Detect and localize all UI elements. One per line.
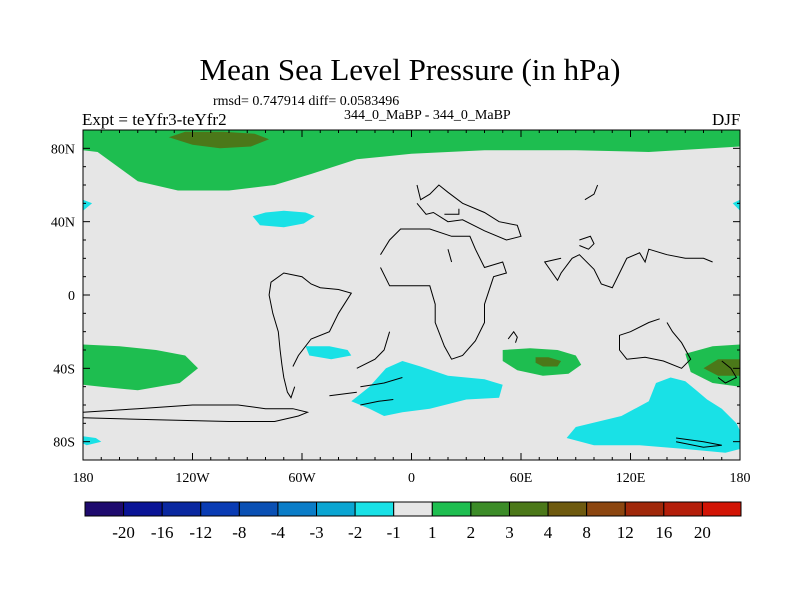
- colorbar-label-2: -16: [151, 523, 174, 542]
- colorbar-label-12: 4: [544, 523, 553, 542]
- y-tick-label-1: 80N: [51, 142, 75, 157]
- colorbar-swatch-10: [431, 501, 472, 517]
- coastline-3: [356, 331, 391, 369]
- colorbar-swatch-7: [316, 501, 356, 517]
- contour-region-4: [83, 199, 93, 211]
- rmsd-diff-stats: rmsd= 0.747914 diff= 0.0583496: [213, 94, 400, 109]
- axis-ticks: 180 120W 60W 0 60E 120E 180 80N 40N 0 40S 80S: [51, 129, 751, 486]
- x-tick-label-3: 60W: [288, 471, 316, 486]
- colorbar-swatch-1: [84, 501, 125, 517]
- coastline-9: [447, 249, 453, 263]
- x-tick-label-2: 120W: [175, 471, 210, 486]
- colorbar-swatch-15: [624, 501, 665, 517]
- coastline-13: [543, 248, 713, 289]
- colorbar-swatch-8: [354, 501, 395, 517]
- coastline-1: [82, 404, 310, 422]
- y-tick-label-4: 40S: [53, 362, 75, 377]
- x-tick-label-4: 0: [408, 471, 415, 486]
- coastline-11: [507, 330, 518, 343]
- contour-region-11: [535, 357, 562, 367]
- y-tick-label-2: 40N: [51, 216, 75, 231]
- coastline-2: [268, 272, 353, 399]
- coastline-17: [676, 437, 722, 448]
- coastline-15: [619, 318, 692, 369]
- colorbar-swatch-5: [238, 501, 279, 517]
- contour-region-7: [83, 436, 102, 446]
- contour-region-14: [566, 377, 740, 453]
- colorbar-label-4: -8: [232, 523, 246, 542]
- contour-region-2: [168, 131, 270, 149]
- y-tick-label-3: 0: [68, 289, 75, 304]
- coastline-8: [416, 184, 522, 241]
- contour-fills: [83, 130, 740, 460]
- x-tick-label-7: 180: [730, 471, 751, 486]
- coastline-outlines: [82, 184, 738, 448]
- x-tick-label-1: 180: [73, 471, 94, 486]
- coastline-7: [380, 228, 508, 360]
- coastline-12: [584, 184, 599, 201]
- colorbar-label-14: 12: [617, 523, 634, 542]
- colorbar-label-15: 16: [655, 523, 672, 542]
- colorbar-label-11: 3: [505, 523, 514, 542]
- y-tick-label-5: 80S: [53, 436, 75, 451]
- coastline-6: [329, 391, 357, 397]
- colorbar-swatch-2: [123, 501, 163, 517]
- colorbar-swatch-12: [508, 501, 549, 517]
- colorbar-label-8: -1: [387, 523, 401, 542]
- colorbar-swatch-9: [393, 501, 433, 517]
- colorbar-label-13: 8: [582, 523, 591, 542]
- colorbar-label-6: -3: [309, 523, 323, 542]
- colorbar-label-1: -20: [112, 523, 135, 542]
- chart-subtitle: 344_0_MaBP - 344_0_MaBP: [344, 108, 511, 123]
- coastline-14: [579, 235, 595, 250]
- coastline-10: [444, 208, 460, 215]
- coastline-5: [360, 399, 394, 406]
- coastline-16: [717, 360, 738, 384]
- colorbar-swatch-17: [701, 501, 742, 517]
- x-tick-label-5: 60E: [510, 471, 533, 486]
- contour-region-8: [305, 346, 352, 360]
- coastline-4: [360, 377, 403, 388]
- colorbar-swatch-14: [586, 501, 626, 517]
- colorbar-swatch-6: [277, 501, 318, 517]
- contour-region-6: [83, 344, 198, 391]
- colorbar-swatch-13: [547, 501, 588, 517]
- contour-region-13: [703, 359, 740, 376]
- colorbar-label-9: 1: [428, 523, 437, 542]
- colorbar-swatch-3: [161, 501, 202, 517]
- colorbar-swatch-16: [663, 501, 703, 517]
- colorbar-label-10: 2: [467, 523, 476, 542]
- x-tick-label-6: 120E: [616, 471, 646, 486]
- chart-title: Mean Sea Level Pressure (in hPa): [199, 52, 621, 87]
- colorbar-label-16: 20: [694, 523, 711, 542]
- contour-region-3: [252, 210, 315, 228]
- colorbar: -20 -16 -12 -8 -4 -3 -2 -1 1 2 3 4 8 12 16 20: [84, 501, 742, 542]
- experiment-label: Expt = teYfr3-teYfr2: [82, 110, 227, 129]
- colorbar-label-5: -4: [271, 523, 286, 542]
- colorbar-swatch-4: [200, 501, 240, 517]
- colorbar-label-7: -2: [348, 523, 362, 542]
- colorbar-label-3: -12: [189, 523, 212, 542]
- season-label: DJF: [712, 110, 741, 129]
- colorbar-swatch-11: [470, 501, 510, 517]
- contour-region-5: [732, 199, 740, 211]
- contour-region-9: [351, 361, 503, 416]
